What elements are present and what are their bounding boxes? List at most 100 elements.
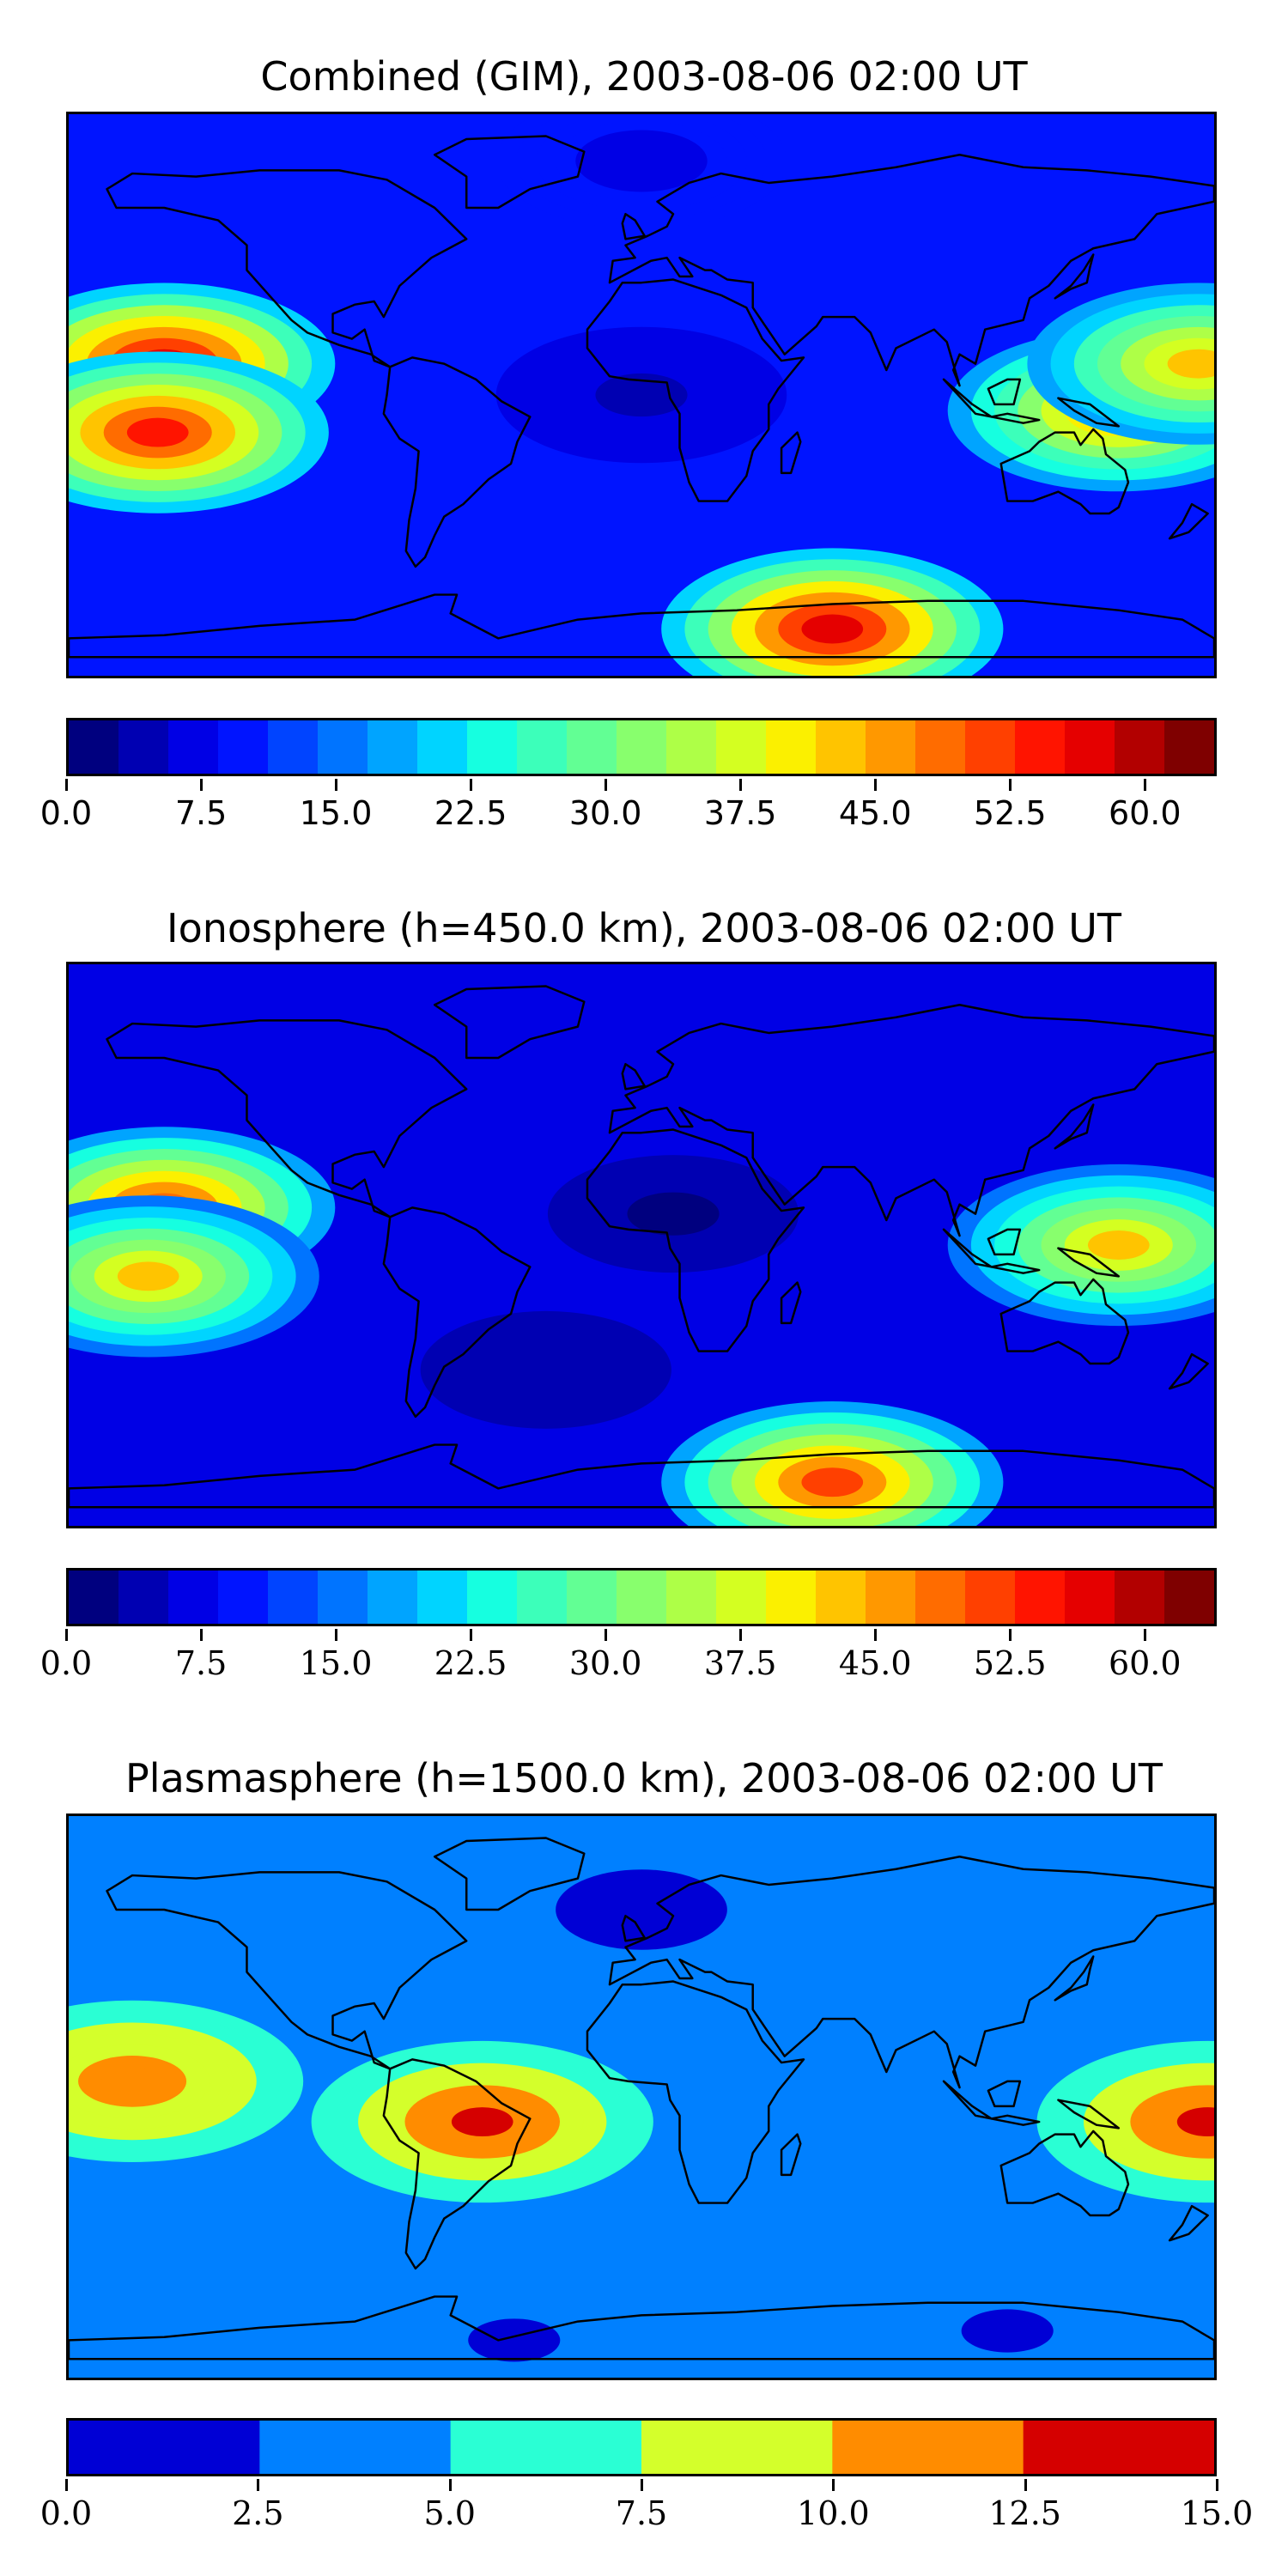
coastline-japan bbox=[1054, 1103, 1095, 1150]
coastline-australia bbox=[999, 428, 1130, 515]
combined-gim-map bbox=[66, 112, 1217, 678]
field-contour-1-6 bbox=[1176, 2107, 1214, 2136]
colorbar-swatch-10 bbox=[567, 720, 617, 774]
colorbar-swatch-1 bbox=[259, 2421, 452, 2474]
coastline-japan bbox=[1054, 1955, 1095, 2002]
coastline-new-guinea bbox=[1057, 397, 1121, 428]
colorbar-tick-label: 52.5 bbox=[973, 794, 1047, 832]
plasmasphere-map bbox=[66, 1814, 1217, 2380]
colorbar-swatch-3 bbox=[218, 720, 269, 774]
field-contour-0-6 bbox=[451, 2107, 513, 2136]
coastline-greenland bbox=[433, 985, 586, 1060]
colorbar-tick-label: 45.0 bbox=[838, 794, 912, 832]
field-contour-5-6 bbox=[981, 2318, 1034, 2343]
colorbar-swatch-2 bbox=[450, 2421, 642, 2474]
coastline-greenland bbox=[433, 1837, 586, 1911]
coastline-borneo bbox=[987, 1228, 1022, 1256]
colorbar-swatch-16 bbox=[866, 720, 916, 774]
colorbar-tick-mark bbox=[874, 1629, 878, 1641]
colorbar-swatch-5 bbox=[318, 1571, 368, 1624]
colorbar-tick-mark bbox=[470, 1629, 473, 1641]
field-contour-5-6 bbox=[519, 1358, 573, 1382]
coastline-new-guinea bbox=[1057, 2099, 1121, 2129]
colorbar-tick-label: 37.5 bbox=[703, 1644, 777, 1682]
colorbar-tick-label: 10.0 bbox=[797, 2494, 870, 2532]
field-contour-1-6 bbox=[117, 1261, 179, 1291]
colorbar-tick-mark bbox=[65, 1629, 68, 1641]
field-contour-2-6 bbox=[801, 1467, 864, 1498]
coastlines bbox=[69, 985, 1214, 1509]
colorbar-tick-mark bbox=[641, 2479, 643, 2491]
colorbar-swatch-11 bbox=[617, 720, 667, 774]
coastline-antarctica bbox=[69, 1443, 1214, 1509]
coastline-antarctica bbox=[69, 593, 1214, 659]
colorbar-swatch-17 bbox=[915, 1571, 966, 1624]
colorbar-swatch-5 bbox=[318, 720, 368, 774]
coastline-north-america bbox=[106, 1871, 468, 2070]
ionosphere-colorbar-ticks: 0.0 7.5 15.0 22.5 30.0 37.5 45.0 52.5 60.0 bbox=[40, 1629, 1217, 1682]
colorbar-swatch-10 bbox=[567, 1571, 617, 1624]
colorbar-tick-mark bbox=[470, 779, 473, 791]
colorbar-tick-mark bbox=[200, 1629, 204, 1641]
colorbar-swatch-2 bbox=[168, 720, 219, 774]
colorbar-swatch-22 bbox=[1164, 720, 1214, 774]
colorbar-tick-label: 52.5 bbox=[973, 1644, 1047, 1682]
panel-2-title: Ionosphere (h=450.0 km), 2003-08-06 02:0… bbox=[167, 905, 1121, 951]
colorbar-tick-mark bbox=[605, 779, 608, 791]
colorbar-swatch-7 bbox=[417, 720, 468, 774]
coastline-greenland bbox=[433, 135, 586, 210]
coastline-borneo bbox=[987, 378, 1022, 406]
coastline-new-guinea bbox=[1057, 1247, 1121, 1278]
colorbar-tick-mark bbox=[832, 2479, 835, 2491]
colorbar-tick-label: 15.0 bbox=[299, 1644, 373, 1682]
field-contour-2-6 bbox=[801, 614, 864, 644]
coastline-indonesia bbox=[942, 1228, 1041, 1274]
coastline-south-america bbox=[382, 1206, 532, 1419]
field-contour-5-6 bbox=[615, 382, 668, 408]
colorbar-tick-label: 5.0 bbox=[423, 2494, 476, 2532]
colorbar-tick-mark bbox=[65, 779, 68, 791]
colorbar-tick-mark bbox=[739, 1629, 743, 1641]
colorbar-tick-label: 60.0 bbox=[1108, 1644, 1182, 1682]
colorbar-tick-label: 7.5 bbox=[174, 794, 228, 832]
combined-gim-colorbar-ticks: 0.0 7.5 15.0 22.5 30.0 37.5 45.0 52.5 60.0 bbox=[40, 779, 1217, 832]
ionosphere-colorbar bbox=[66, 1568, 1217, 1626]
colorbar-svg bbox=[69, 2421, 1214, 2474]
colorbar-swatch-6 bbox=[368, 720, 418, 774]
coastline-new-zealand bbox=[1168, 502, 1209, 540]
colorbar-swatch-20 bbox=[1065, 1571, 1115, 1624]
coastline-new-zealand bbox=[1168, 2204, 1209, 2242]
field-contour-6-6 bbox=[615, 149, 668, 173]
coastline-africa bbox=[586, 278, 805, 502]
colorbar-swatch-1 bbox=[118, 1571, 169, 1624]
plasmasphere-colorbar-ticks: 0.0 2.5 5.0 7.5 10.0 12.5 15.0 bbox=[40, 2479, 1253, 2532]
coastline-eurasia bbox=[608, 1856, 1214, 2089]
colorbar-swatch-12 bbox=[666, 720, 717, 774]
field-contour-3-6 bbox=[615, 1897, 668, 1923]
colorbar-swatch-4 bbox=[268, 720, 319, 774]
coastline-uk bbox=[621, 1062, 646, 1091]
colorbar-swatch-11 bbox=[617, 1571, 667, 1624]
colorbar-swatch-18 bbox=[965, 720, 1016, 774]
colorbar-tick-mark bbox=[335, 1629, 338, 1641]
colorbar-tick-mark bbox=[1024, 2479, 1027, 2491]
coastline-eurasia bbox=[608, 154, 1214, 387]
colorbar-swatch-9 bbox=[517, 1571, 568, 1624]
colorbar-tick-mark bbox=[65, 2479, 68, 2491]
colorbar-tick-label: 7.5 bbox=[174, 1644, 228, 1682]
coastline-uk bbox=[621, 1914, 646, 1942]
colorbar-swatch-8 bbox=[467, 720, 518, 774]
colorbar-swatch-14 bbox=[766, 1571, 817, 1624]
colorbar-tick-label: 15.0 bbox=[299, 794, 373, 832]
plasmasphere-colorbar bbox=[66, 2418, 1217, 2476]
colorbar-swatch-12 bbox=[666, 1571, 717, 1624]
coastline-north-america bbox=[106, 1019, 468, 1218]
colorbar-tick-mark bbox=[1216, 2479, 1218, 2491]
ionosphere-map-svg bbox=[69, 964, 1214, 1526]
colorbar-swatch-18 bbox=[965, 1571, 1016, 1624]
colorbar-swatch-19 bbox=[1015, 1571, 1066, 1624]
coastline-indonesia bbox=[942, 378, 1041, 424]
colorbar-swatch-2 bbox=[168, 1571, 219, 1624]
combined-gim-colorbar bbox=[66, 718, 1217, 776]
coastline-uk bbox=[621, 212, 646, 240]
